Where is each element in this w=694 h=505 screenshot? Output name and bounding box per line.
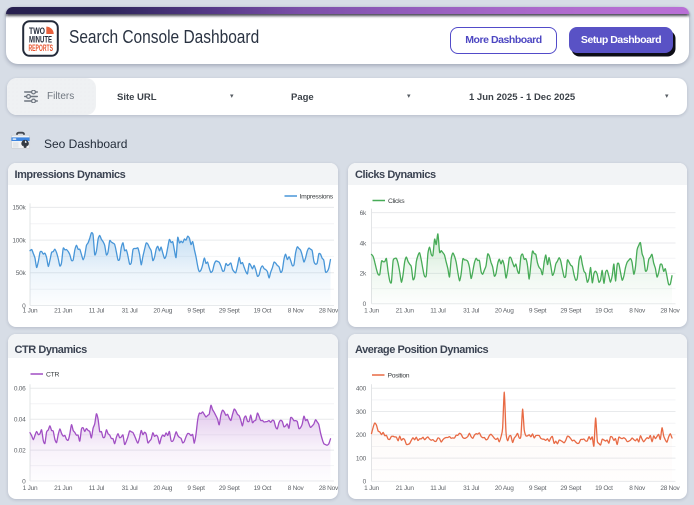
svg-text:8 Nov: 8 Nov: [287, 485, 304, 492]
svg-text:11 Jul: 11 Jul: [88, 485, 104, 492]
svg-text:19 Oct: 19 Oct: [595, 308, 613, 315]
svg-text:21 Jun: 21 Jun: [54, 485, 73, 492]
svg-text:6k: 6k: [360, 210, 367, 217]
svg-text:9 Sept: 9 Sept: [187, 485, 205, 492]
svg-text:0.04: 0.04: [13, 417, 25, 424]
svg-text:21 Jun: 21 Jun: [396, 485, 415, 492]
svg-text:100: 100: [356, 455, 367, 462]
svg-text:31 Jul: 31 Jul: [463, 485, 480, 492]
svg-text:28 Nov: 28 Nov: [660, 485, 680, 492]
svg-text:28 Nov: 28 Nov: [318, 308, 337, 315]
svg-text:Impressions: Impressions: [299, 193, 333, 200]
svg-text:20 Aug: 20 Aug: [153, 308, 172, 315]
svg-text:9 Sept: 9 Sept: [529, 308, 547, 315]
svg-text:50k: 50k: [15, 270, 26, 277]
svg-text:8 Nov: 8 Nov: [287, 308, 304, 315]
svg-text:11 Jul: 11 Jul: [430, 308, 446, 315]
svg-text:Clicks: Clicks: [388, 198, 405, 205]
svg-text:21 Jun: 21 Jun: [396, 308, 415, 315]
svg-text:1 Jun: 1 Jun: [22, 485, 37, 492]
svg-text:150k: 150k: [12, 205, 26, 212]
svg-text:1 Jun: 1 Jun: [364, 485, 379, 492]
svg-text:100k: 100k: [12, 237, 26, 244]
svg-text:200: 200: [356, 432, 367, 439]
svg-text:9 Sept: 9 Sept: [529, 485, 547, 492]
svg-text:1 Jun: 1 Jun: [22, 308, 37, 315]
svg-text:4k: 4k: [360, 240, 367, 247]
svg-text:19 Oct: 19 Oct: [253, 485, 271, 492]
svg-text:29 Sept: 29 Sept: [560, 308, 581, 315]
svg-text:31 Jul: 31 Jul: [121, 485, 138, 492]
svg-text:CTR: CTR: [46, 371, 59, 378]
svg-text:1 Jun: 1 Jun: [364, 308, 379, 315]
svg-text:28 Nov: 28 Nov: [318, 485, 337, 492]
svg-text:0: 0: [22, 303, 26, 310]
svg-text:20 Aug: 20 Aug: [495, 308, 514, 315]
svg-text:11 Jul: 11 Jul: [430, 485, 446, 492]
svg-text:20 Aug: 20 Aug: [153, 485, 172, 492]
svg-text:31 Jul: 31 Jul: [463, 308, 480, 315]
svg-text:Position: Position: [388, 372, 410, 379]
svg-text:0: 0: [363, 301, 367, 308]
svg-text:0: 0: [22, 478, 26, 485]
svg-text:REPORTS: REPORTS: [29, 42, 54, 53]
svg-text:0.02: 0.02: [13, 447, 25, 454]
svg-text:0.06: 0.06: [13, 386, 25, 393]
svg-text:29 Sept: 29 Sept: [560, 485, 581, 492]
svg-text:29 Sept: 29 Sept: [218, 308, 239, 315]
svg-text:2k: 2k: [360, 271, 367, 278]
svg-text:MINUTE: MINUTE: [29, 34, 52, 45]
svg-text:300: 300: [356, 409, 367, 416]
svg-text:29 Sept: 29 Sept: [218, 485, 239, 492]
svg-text:19 Oct: 19 Oct: [595, 485, 613, 492]
svg-text:31 Jul: 31 Jul: [121, 308, 138, 315]
svg-text:11 Jul: 11 Jul: [88, 308, 104, 315]
svg-text:8 Nov: 8 Nov: [629, 308, 646, 315]
svg-text:21 Jun: 21 Jun: [54, 308, 73, 315]
svg-text:TWO: TWO: [29, 25, 45, 36]
svg-text:400: 400: [356, 386, 367, 393]
svg-text:20 Aug: 20 Aug: [495, 485, 514, 492]
svg-text:9 Sept: 9 Sept: [187, 308, 205, 315]
svg-text:8 Nov: 8 Nov: [629, 485, 646, 492]
svg-text:0: 0: [363, 479, 367, 486]
svg-text:28 Nov: 28 Nov: [660, 308, 680, 315]
svg-text:19 Oct: 19 Oct: [253, 308, 271, 315]
